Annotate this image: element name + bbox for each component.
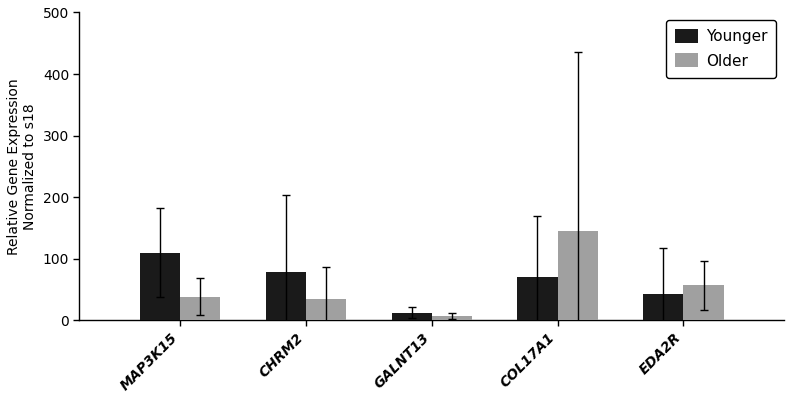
Bar — [683, 285, 724, 320]
Bar — [432, 316, 472, 320]
Y-axis label: Relative Gene Expression
Normalized to s18: Relative Gene Expression Normalized to s… — [7, 78, 37, 255]
Bar — [517, 277, 558, 320]
Bar — [558, 231, 598, 320]
Bar — [643, 294, 683, 320]
Bar — [392, 313, 432, 320]
Bar — [306, 299, 346, 320]
Legend: Younger, Older: Younger, Older — [666, 20, 777, 78]
Bar — [180, 297, 221, 320]
Bar — [266, 272, 306, 320]
Bar — [140, 252, 180, 320]
